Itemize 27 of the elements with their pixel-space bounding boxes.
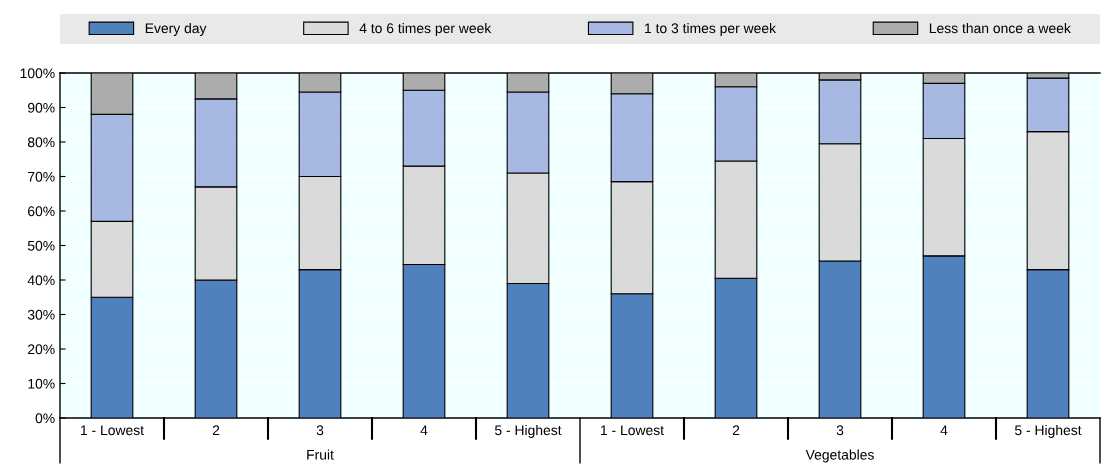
- x-tick-label: 3: [316, 425, 324, 436]
- x-tick-label: 3: [836, 425, 844, 436]
- legend-label: Every day: [145, 22, 207, 36]
- y-tick-label: 50%: [27, 240, 55, 251]
- y-tick-label: 40%: [27, 275, 55, 286]
- y-tick-label: 60%: [28, 206, 55, 217]
- x-tick-label: 1 - Lowest: [81, 425, 144, 436]
- legend-label: Less than once a week: [929, 22, 1071, 34]
- text: Vegetables: [805, 449, 874, 463]
- legend-label: 4 to 6 times per week: [359, 22, 492, 36]
- y-tick-label: 30%: [27, 309, 55, 320]
- x-tick-label: 2: [212, 425, 220, 436]
- x-tick-label: 5 - Highest: [1014, 424, 1082, 438]
- y-tick-label: 100%: [20, 68, 55, 79]
- y-tick-label: 0%: [35, 413, 55, 424]
- x-tick-label: 1 - Lowest: [601, 425, 664, 436]
- y-tick-label: 70%: [28, 171, 55, 182]
- text: Fruit: [307, 449, 334, 460]
- x-tick-label: 5 - Highest: [494, 424, 562, 438]
- y-tick-label: 80%: [27, 137, 55, 148]
- x-tick-label: 4: [420, 425, 428, 436]
- y-tick-label: 20%: [28, 344, 55, 355]
- x-tick-label: 4: [940, 425, 948, 436]
- x-tick-label: 2: [732, 425, 740, 436]
- legend-label: 1 to 3 times per week: [645, 22, 777, 36]
- y-tick-label: 10%: [28, 378, 55, 389]
- y-tick-label: 90%: [27, 102, 55, 113]
